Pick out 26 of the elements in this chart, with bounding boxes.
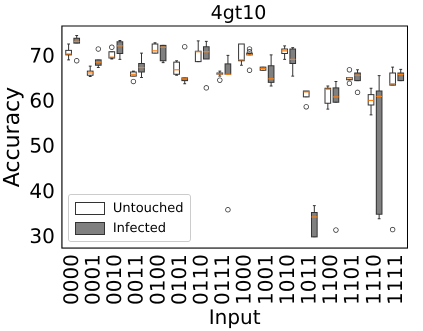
x-axis-title: Input — [208, 305, 261, 330]
y-tick-label: 50 — [29, 134, 55, 158]
legend-label: Untouched — [112, 200, 184, 216]
x-tick-label: 1110 — [361, 254, 386, 306]
legend-label: Infected — [112, 220, 166, 236]
x-tick-label: 0111 — [210, 254, 234, 306]
chart-title: 4gt10 — [210, 1, 268, 26]
x-tick-label: 1011 — [296, 254, 320, 306]
x-tick-label: 0010 — [102, 254, 126, 306]
y-tick-label: 40 — [29, 178, 55, 203]
x-tick-label: 0110 — [188, 254, 212, 306]
y-tick-label: 30 — [29, 224, 55, 248]
x-tick-label: 0101 — [166, 254, 191, 306]
x-tick-label: 1001 — [253, 254, 278, 306]
x-tick-label: 0001 — [80, 254, 104, 306]
y-tick-label: 60 — [29, 88, 55, 112]
x-tick-label: 1000 — [232, 254, 256, 306]
y-tick-label: 70 — [29, 43, 55, 68]
x-tick-label: 0000 — [58, 254, 83, 306]
x-tick-label: 1010 — [274, 254, 299, 306]
x-tick-label: 0011 — [124, 254, 148, 306]
x-tick-label: 1101 — [340, 254, 364, 306]
y-axis-title: Accuracy — [0, 86, 25, 188]
x-tick-label: 1111 — [382, 254, 407, 306]
x-tick-label: 1100 — [318, 254, 342, 306]
x-tick-label: 0100 — [145, 254, 170, 306]
